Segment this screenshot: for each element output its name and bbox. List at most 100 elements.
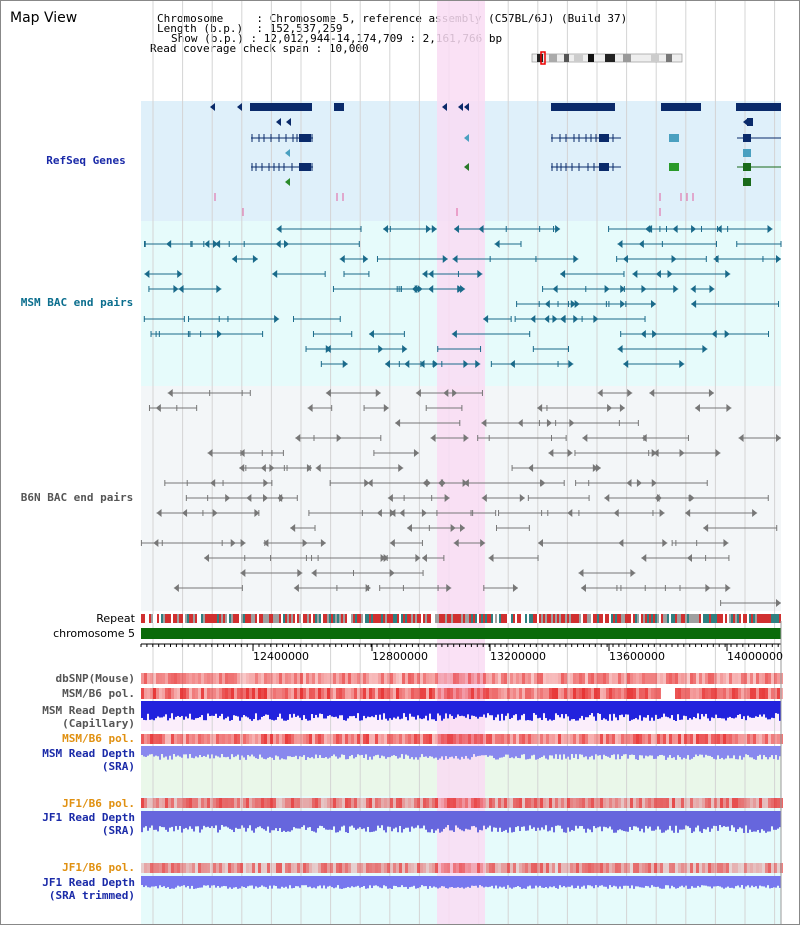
jf1-trim-depth-bar (557, 876, 559, 889)
jf1-pol-cell (618, 798, 621, 808)
msm-pol-cell (579, 688, 582, 699)
msm-pol2-cell (402, 734, 405, 744)
jf1-pol-cell (240, 798, 243, 808)
jf1-pol2-cell (222, 863, 225, 873)
jf1-pol2-cell (666, 863, 669, 873)
repeat-mark (397, 614, 399, 623)
msm-pol-cell (177, 688, 180, 699)
jf1-trim-depth-bar (303, 876, 305, 886)
repeat-mark (191, 614, 193, 623)
repeat-mark (189, 614, 191, 623)
msm-sra-depth-bar (145, 746, 147, 757)
jf1-sra-depth-bar (601, 811, 603, 832)
repeat-mark (697, 614, 699, 623)
dbsnp-cell (447, 673, 450, 684)
repeat-mark (393, 614, 395, 623)
jf1-pol2-cell (162, 863, 165, 873)
bac-end (463, 434, 469, 442)
repeat-mark (375, 614, 377, 623)
msm-pol-cell (624, 688, 627, 699)
gene-arrow (210, 103, 215, 111)
msm-pol-cell (330, 688, 333, 699)
msm-cap-depth-bar (395, 701, 397, 719)
msm-sra-depth-bar (661, 746, 663, 755)
msm-sra-depth-bar (249, 746, 251, 757)
dbsnp-cell (246, 673, 249, 684)
jf1-sra-depth-bar (449, 811, 451, 831)
repeat-mark (443, 614, 445, 623)
msm-cap-depth-bar (577, 701, 579, 721)
msm-pol-cell (726, 688, 729, 699)
jf1-sra-depth-bar (451, 811, 453, 831)
jf1-trim-depth-bar (433, 876, 435, 887)
jf1-pol2-cell (147, 863, 150, 873)
jf1-sra-depth-bar (171, 811, 173, 827)
repeat-mark (453, 614, 455, 623)
jf1-pol-cell (384, 798, 387, 808)
msm-cap-depth-bar (267, 701, 269, 715)
msm-cap-depth-bar (711, 701, 713, 718)
msm-cap-depth-bar (307, 701, 309, 721)
repeat-mark (617, 614, 619, 623)
jf1-trim-depth-bar (201, 876, 203, 888)
jf1-trim-depth-bar (409, 876, 411, 888)
jf1-pol-cell (675, 798, 678, 808)
jf1-sra-depth-bar (485, 811, 487, 830)
jf1-pol-cell (480, 798, 483, 808)
jf1-pol-cell (213, 798, 216, 808)
repeat-mark (521, 614, 523, 623)
msm-sra-depth-bar (289, 746, 291, 757)
msm-cap-depth-bar (227, 701, 229, 717)
msm-sra-depth-bar (291, 746, 293, 758)
msm-sra-depth-bar (529, 746, 531, 759)
repeat-mark (445, 614, 447, 623)
repeat-mark (259, 614, 261, 623)
msm-pol-cell (225, 688, 228, 699)
bac-end (694, 404, 700, 412)
dbsnp-cell (432, 673, 435, 684)
dbsnp-cell (525, 673, 528, 684)
msm-sra-depth-bar (235, 746, 237, 757)
msm-pol2-cell (723, 734, 726, 744)
jf1-pol2-cell (615, 863, 618, 873)
msm-pol-cell (585, 688, 588, 699)
jf1-trim-depth-bar (711, 876, 713, 889)
msm-pol-cell (747, 688, 750, 699)
jf1-sra-depth-bar (355, 811, 357, 830)
repeat-mark (579, 614, 581, 623)
dbsnp-cell (702, 673, 705, 684)
msm-pol2-cell (300, 734, 303, 744)
msm-pol2-cell (615, 734, 618, 744)
repeat-mark (361, 614, 363, 623)
jf1-pol2-cell (717, 863, 720, 873)
msm-pol-cell (654, 688, 657, 699)
dbsnp-cell (552, 673, 555, 684)
jf1-trim-depth-bar (259, 876, 261, 887)
msm-pol2-cell (273, 734, 276, 744)
jf1-sra-depth-bar (407, 811, 409, 828)
repeat-mark (623, 614, 625, 623)
repeat-mark (533, 614, 535, 623)
dbsnp-cell (435, 673, 438, 684)
msm-cap-depth-bar (193, 701, 195, 720)
msm-pol2-cell (357, 734, 360, 744)
msm-pol-cell (291, 688, 294, 699)
msm-sra-depth-bar (681, 746, 683, 760)
jf1-trim-depth-bar (485, 876, 487, 887)
msm-pol-cell (759, 688, 762, 699)
jf1-pol2-cell (561, 863, 564, 873)
msm-sra-depth-bar (305, 746, 307, 760)
jf1-pol-cell (156, 798, 159, 808)
jf1-sra-depth-bar (427, 811, 429, 833)
jf1-sra-depth-bar (143, 811, 145, 828)
jf1-sra-depth-bar (287, 811, 289, 832)
msm-pol-cell (435, 688, 438, 699)
jf1-pol2-cell (699, 863, 702, 873)
msm-sra-depth-bar (731, 746, 733, 759)
repeat-mark (433, 614, 435, 623)
dbsnp-cell (420, 673, 423, 684)
repeat-mark (475, 614, 477, 623)
bac-end (659, 509, 665, 517)
dbsnp-cell (459, 673, 462, 684)
msm-cap-depth-bar (497, 701, 499, 715)
